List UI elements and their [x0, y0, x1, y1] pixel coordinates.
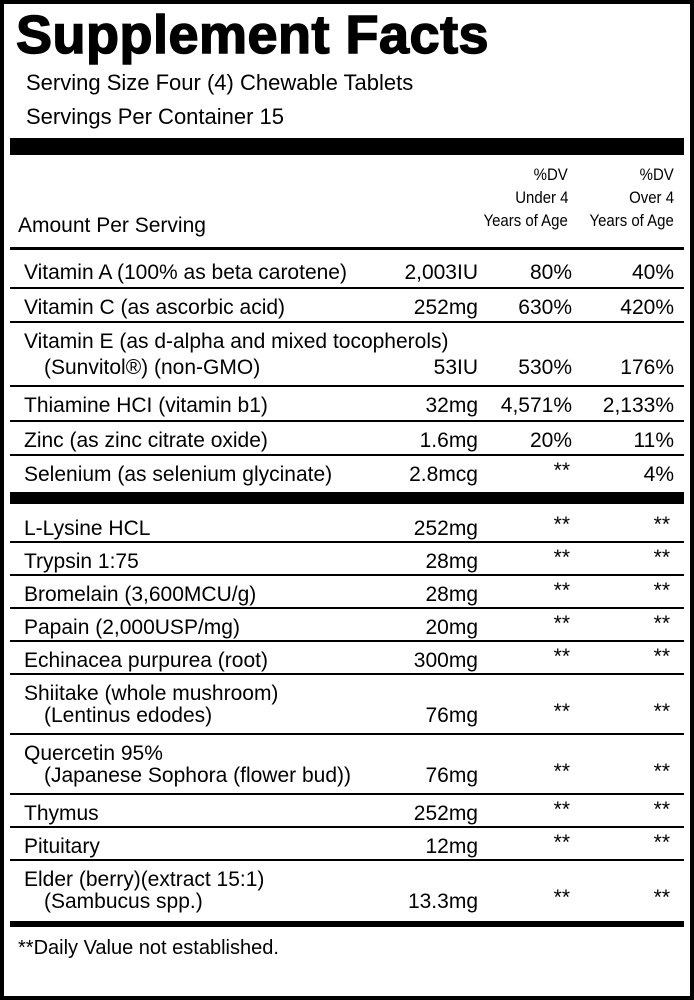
dv-under-4: 4,571% [500, 394, 572, 417]
dv-over-4: ** [653, 798, 670, 821]
dv-under-4: 80% [529, 261, 572, 284]
dv-header: Over 4 [629, 188, 674, 207]
nutrient-name: L-Lysine HCL [24, 517, 151, 540]
dv-over-4: ** [653, 579, 670, 602]
nutrient-name: Trypsin 1:75 [24, 550, 139, 573]
amount: 53IU [433, 356, 478, 379]
thick-rule [10, 138, 684, 155]
dv-header: Years of Age [589, 211, 674, 230]
rule [10, 419, 684, 422]
dv-under-4: ** [553, 645, 570, 668]
rule [10, 640, 684, 642]
amount: 1.6mg [419, 428, 478, 452]
dv-under-4: ** [553, 798, 570, 821]
dv-under-4: ** [553, 760, 570, 783]
amount: 252mg [413, 295, 478, 319]
dv-over-4: 40% [631, 261, 674, 284]
nutrient-name: Thiamine HCI (vitamin b1) [24, 394, 268, 417]
nutrient-name: Vitamin C (as ascorbic acid) [24, 295, 286, 319]
amount: 28mg [425, 550, 478, 573]
rule [10, 385, 684, 387]
dv-over-4: 420% [620, 295, 674, 319]
amount: 76mg [425, 704, 478, 727]
amount: 28mg [425, 583, 478, 606]
amount-per-serving: Amount Per Serving [18, 214, 206, 237]
dv-over-4: ** [653, 513, 670, 536]
dv-over-4: ** [653, 700, 670, 723]
nutrient-name: Quercetin 95% [24, 742, 163, 765]
rule [10, 733, 684, 735]
dv-under-4: 20% [529, 428, 572, 452]
dv-header: %DV [639, 165, 674, 184]
rule [10, 793, 684, 795]
dv-under-4: ** [553, 579, 570, 602]
nutrient-name: Echinacea purpurea (root) [24, 649, 268, 672]
amount: 300mg [413, 649, 478, 672]
amount: 20mg [425, 616, 478, 639]
dv-header: %DV [533, 165, 568, 184]
nutrient-detail: (Sunvitol®) (non-GMO) [44, 356, 261, 379]
dv-header: Years of Age [483, 211, 568, 230]
amount: 12mg [425, 835, 478, 858]
footnote: **Daily Value not established. [18, 937, 279, 959]
dv-under-4: ** [553, 886, 570, 909]
dv-over-4: 2,133% [602, 394, 674, 417]
dv-under-4: 630% [518, 295, 572, 319]
rule [10, 286, 684, 289]
rule [10, 607, 684, 609]
title: Supplement Facts [15, 5, 490, 65]
serving-size: Serving Size Four (4) Chewable Tablets [26, 70, 414, 95]
rule [10, 247, 684, 250]
thick-rule [10, 921, 684, 927]
dv-under-4: ** [553, 546, 570, 569]
dv-under-4: ** [553, 700, 570, 723]
amount: 252mg [413, 802, 478, 825]
amount: 76mg [425, 764, 478, 787]
nutrient-detail: (Japanese Sophora (flower bud)) [44, 764, 352, 787]
dv-over-4: 176% [620, 356, 674, 379]
rule [10, 574, 684, 576]
nutrient-name: Selenium (as selenium glycinate) [24, 463, 333, 486]
dv-over-4: 4% [643, 463, 674, 486]
nutrient-name: Shiitake (whole mushroom) [24, 682, 279, 705]
rule [10, 859, 684, 861]
dv-under-4: ** [553, 513, 570, 536]
nutrient-name: Vitamin A (100% as beta carotene) [24, 261, 347, 284]
dv-over-4: ** [653, 645, 670, 668]
thick-rule [10, 492, 684, 504]
dv-over-4: ** [653, 612, 670, 635]
nutrient-name: Vitamin E (as d-alpha and mixed tocopher… [24, 330, 449, 353]
nutrient-name: Zinc (as zinc citrate oxide) [24, 428, 268, 452]
nutrient-detail: (Sambucus spp.) [44, 890, 203, 913]
dv-over-4: ** [653, 831, 670, 854]
dv-under-4: ** [553, 459, 570, 482]
dv-over-4: ** [653, 760, 670, 783]
nutrient-name: Papain (2,000USP/mg) [24, 616, 240, 639]
servings-per-container: Servings Per Container 15 [26, 104, 285, 129]
rule [10, 826, 684, 828]
nutrient-name: Elder (berry)(extract 15:1) [24, 868, 265, 891]
rule [10, 321, 684, 323]
dv-under-4: ** [553, 612, 570, 635]
dv-over-4: ** [653, 886, 670, 909]
amount: 13.3mg [407, 890, 478, 913]
nutrient-name: Thymus [24, 802, 99, 825]
amount: 2.8mcg [409, 463, 478, 486]
amount: 252mg [413, 517, 478, 540]
dv-over-4: 11% [633, 428, 674, 452]
dv-over-4: ** [653, 546, 670, 569]
rule [10, 454, 684, 456]
rule [10, 673, 684, 675]
rule [10, 541, 684, 543]
dv-under-4: ** [553, 831, 570, 854]
amount: 32mg [425, 394, 478, 417]
nutrient-name: Pituitary [24, 835, 100, 858]
amount: 2,003IU [404, 261, 478, 284]
nutrient-detail: (Lentinus edodes) [44, 704, 213, 727]
dv-header: Under 4 [514, 188, 568, 207]
nutrient-name: Bromelain (3,600MCU/g) [24, 583, 257, 606]
dv-under-4: 530% [518, 356, 572, 379]
